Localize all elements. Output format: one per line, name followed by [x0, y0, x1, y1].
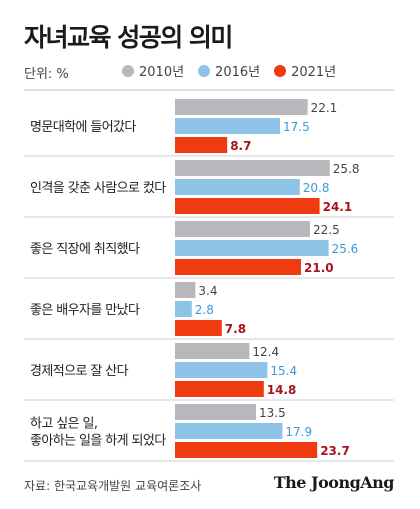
unit-label: 단위: %: [24, 67, 69, 82]
value-label-2010-5: 13.5: [259, 406, 286, 420]
legend-item-2016: 2016년: [198, 61, 260, 80]
legend-item-2021: 2021년: [274, 61, 336, 80]
bar-2010-3: [175, 282, 196, 298]
value-label-2021-4: 14.8: [267, 383, 297, 397]
bar-2016-1: [175, 179, 300, 195]
bar-2016-4: [175, 362, 268, 378]
value-label-2016-3: 2.8: [195, 303, 214, 317]
bar-2021-4: [175, 381, 264, 397]
value-label-2016-2: 25.6: [332, 242, 359, 256]
chart-legend: 2010년 2016년 2021년: [122, 61, 336, 80]
value-label-2016-0: 17.5: [283, 120, 310, 134]
category-label-4-0: 경제적으로 잘 산다: [30, 364, 129, 379]
bar-2016-5: [175, 423, 283, 439]
bar-2010-2: [175, 221, 310, 237]
value-label-2016-4: 15.4: [270, 364, 297, 378]
category-label-2-0: 좋은 직장에 취직했다: [30, 241, 140, 257]
bar-2021-0: [175, 137, 228, 153]
legend-swatch-2016: [198, 64, 211, 77]
bar-2016-3: [175, 301, 192, 317]
legend-label-2016: 2016년: [215, 65, 261, 80]
bar-2021-2: [175, 259, 301, 275]
bar-2010-5: [175, 404, 256, 420]
value-label-2016-5: 17.9: [285, 425, 312, 439]
legend-item-2010: 2010년: [122, 61, 184, 80]
value-label-2021-2: 21.0: [304, 261, 334, 275]
bar-2010-0: [175, 99, 308, 115]
bar-2016-0: [175, 118, 280, 134]
value-label-2016-1: 20.8: [303, 181, 330, 195]
legend-swatch-2021: [274, 64, 287, 77]
legend-swatch-2010: [122, 64, 134, 77]
category-label-0-0: 명문대학에 들어갔다: [30, 120, 136, 135]
legend-label-2021: 2021년: [291, 65, 337, 80]
bar-2021-3: [175, 320, 222, 336]
category-label-1-0: 인격을 갖춘 사람으로 컸다: [30, 181, 166, 196]
category-label-3-0: 좋은 배우자를 만났다: [30, 303, 140, 318]
legend-label-2010: 2010년: [139, 65, 185, 80]
bar-2021-5: [175, 442, 318, 458]
value-label-2010-3: 3.4: [198, 284, 217, 298]
value-label-2010-2: 22.5: [313, 223, 340, 237]
value-label-2021-1: 24.1: [323, 200, 353, 214]
source-note: 자료: 한국교육개발원 교육여론조사: [24, 479, 202, 493]
bar-2021-1: [175, 198, 320, 214]
bar-2010-4: [175, 343, 250, 359]
value-label-2021-0: 8.7: [230, 139, 251, 153]
category-label-5-1: 좋아하는 일을 하게 되었다: [30, 434, 166, 449]
category-label-5-0: 하고 싶은 일,: [30, 417, 97, 432]
chart-title: 자녀교육 성공의 의미: [24, 23, 233, 52]
brand-logo: The JoongAng: [273, 473, 395, 492]
value-label-2010-4: 12.4: [252, 345, 279, 359]
bar-2016-2: [175, 240, 329, 256]
value-label-2021-5: 23.7: [320, 444, 350, 458]
value-label-2010-1: 25.8: [333, 162, 360, 176]
value-label-2010-0: 22.1: [311, 101, 338, 115]
bar-2010-1: [175, 160, 330, 176]
value-label-2021-3: 7.8: [225, 322, 246, 336]
